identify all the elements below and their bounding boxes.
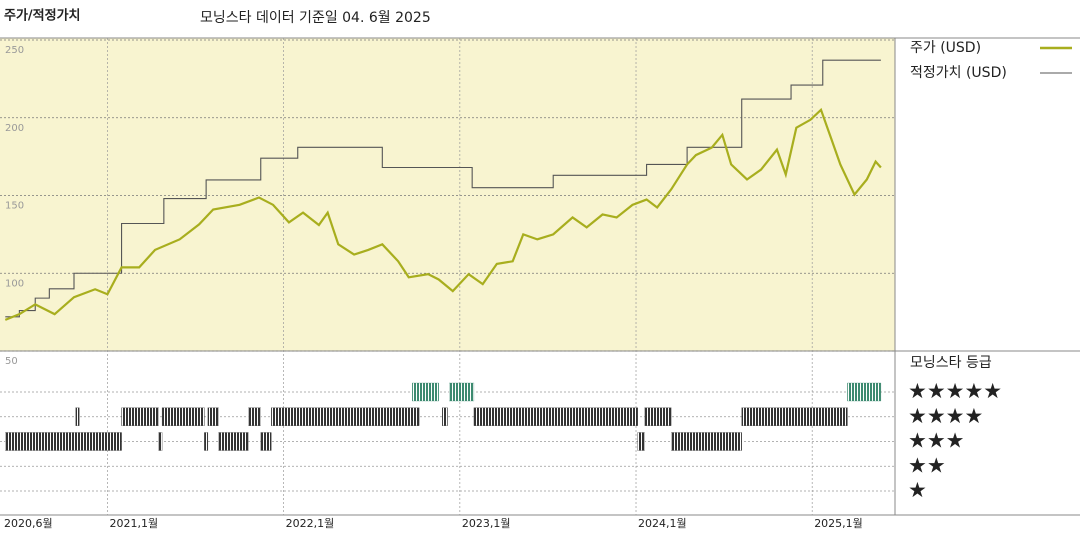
y-tick-label: 250 [5, 45, 24, 56]
rating-title: 모닝스타 등급 [910, 355, 992, 371]
x-tick-label: 2022,1월 [286, 517, 335, 530]
rating-bar [218, 432, 249, 451]
y-tick-label: 50 [5, 356, 18, 367]
rating-bar [847, 382, 882, 402]
rating-bar [412, 382, 439, 402]
rating-label: ★★★★ [908, 404, 983, 428]
x-tick-label: 2021,1월 [109, 517, 158, 530]
rating-bar [161, 407, 205, 426]
chart-title: 주가/적정가치 [4, 8, 81, 24]
series-line [4, 107, 882, 321]
rating-bar [207, 407, 219, 426]
legend-label: 적정가치 (USD) [910, 65, 1007, 81]
chart-subtitle: 모닝스타 데이터 기준일 04. 6월 2025 [200, 10, 431, 26]
rating-bar [158, 432, 163, 451]
rating-label: ★★ [908, 453, 946, 477]
rating-bar [5, 432, 122, 451]
rating-bar [637, 432, 645, 451]
y-tick-label: 150 [5, 201, 24, 212]
x-tick-label: 2025,1월 [814, 517, 863, 530]
y-tick-label: 100 [5, 278, 24, 289]
y-tick-label: 200 [5, 123, 24, 134]
rating-bar [473, 407, 638, 426]
rating-bar [75, 407, 80, 426]
rating-bar [741, 407, 848, 426]
rating-bar [121, 407, 159, 426]
rating-label: ★★★ [908, 429, 964, 453]
x-tick-label: 2020,6월 [4, 517, 53, 530]
plot-background [0, 38, 895, 351]
rating-label: ★★★★★ [908, 379, 1002, 403]
x-tick-label: 2024,1월 [638, 517, 687, 530]
series-line [5, 59, 881, 318]
rating-bar [671, 432, 742, 451]
rating-bar [442, 407, 448, 426]
rating-bar [204, 432, 209, 451]
legend-label: 주가 (USD) [910, 40, 981, 56]
rating-label: ★ [908, 478, 927, 502]
rating-bar [248, 407, 261, 426]
rating-bar [271, 407, 420, 426]
rating-bar [260, 432, 272, 451]
rating-bar [449, 382, 475, 402]
x-tick-label: 2023,1월 [462, 517, 511, 530]
rating-bar [644, 407, 672, 426]
